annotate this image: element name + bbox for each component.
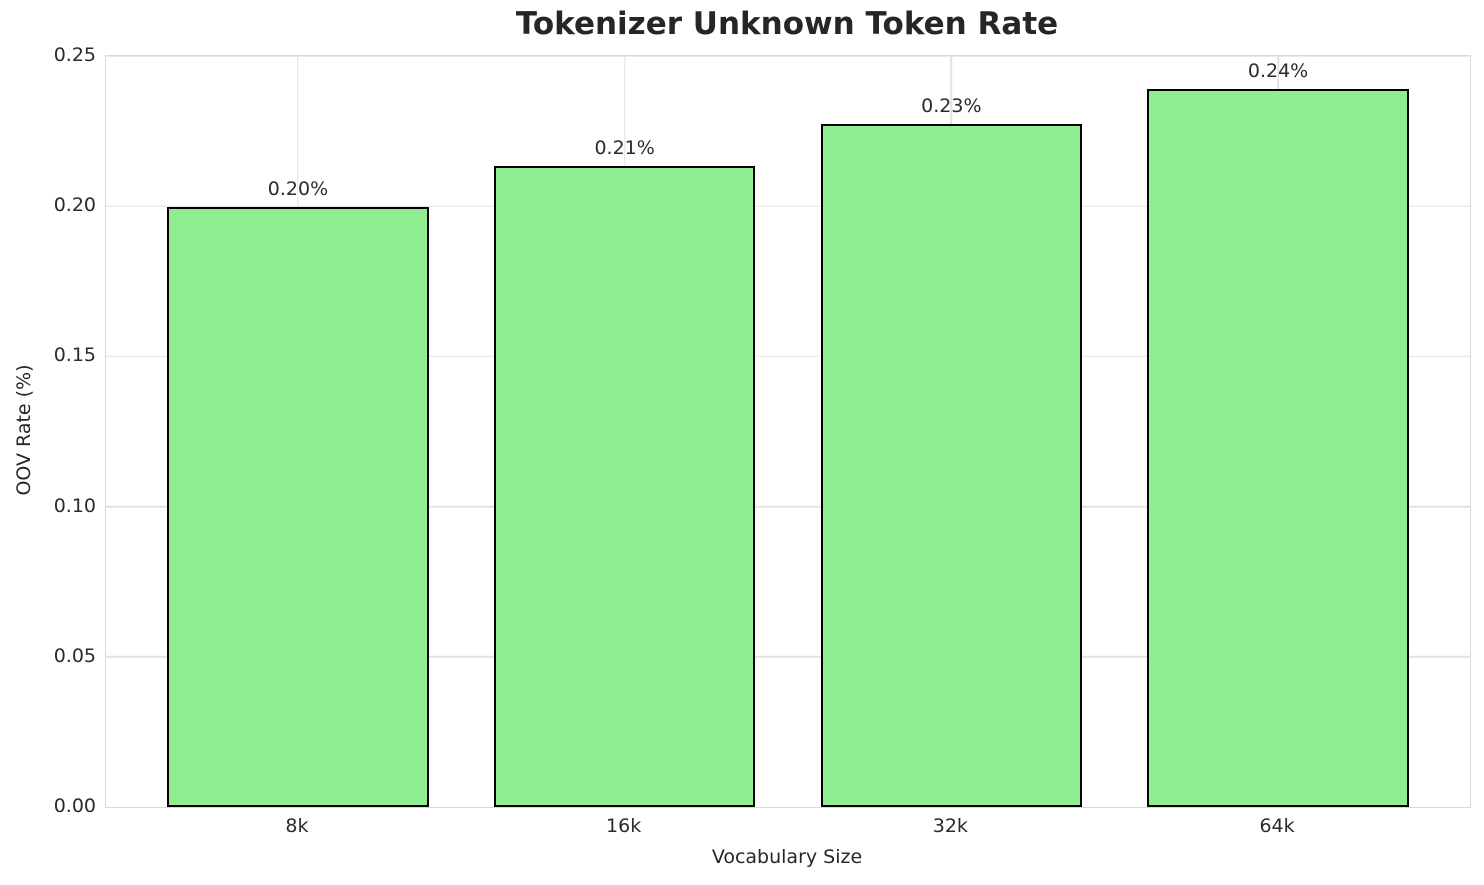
- chart-title: Tokenizer Unknown Token Rate: [515, 6, 1059, 42]
- x-tick-label: 32k: [932, 815, 968, 837]
- y-tick-label: 0.00: [53, 795, 96, 817]
- horizontal-gridline: [106, 55, 1470, 57]
- x-axis-label: Vocabulary Size: [711, 846, 863, 868]
- bar-16k: [493, 165, 756, 807]
- horizontal-gridline: [106, 355, 1470, 358]
- horizontal-gridline: [106, 505, 1470, 508]
- x-tick-label: 8k: [285, 815, 309, 837]
- bar-value-label: 0.21%: [594, 136, 655, 159]
- bar-value-label: 0.20%: [267, 178, 329, 201]
- bar-value-label: 0.23%: [921, 94, 982, 117]
- y-tick-label: 0.05: [53, 644, 96, 667]
- horizontal-gridline: [106, 205, 1470, 207]
- plot-area: 0.20% 0.21% 0.23% 0.24%: [105, 55, 1471, 808]
- y-axis-ticks: 0.00 0.05 0.10 0.15 0.20 0.25: [0, 44, 96, 817]
- x-axis-ticks: 8k 16k 32k 64k: [105, 815, 1469, 843]
- y-tick-label: 0.15: [53, 344, 96, 367]
- bar-8k: [167, 207, 429, 807]
- x-tick-label: 64k: [1259, 815, 1295, 837]
- bar-value-label: 0.24%: [1247, 60, 1309, 83]
- horizontal-gridline: [106, 656, 1470, 658]
- y-tick-label: 0.25: [53, 44, 96, 66]
- bar-64k: [1147, 89, 1409, 807]
- bar-32k: [820, 123, 1083, 807]
- y-tick-label: 0.20: [53, 194, 96, 217]
- x-tick-label: 16k: [606, 815, 642, 837]
- y-tick-label: 0.10: [53, 494, 96, 517]
